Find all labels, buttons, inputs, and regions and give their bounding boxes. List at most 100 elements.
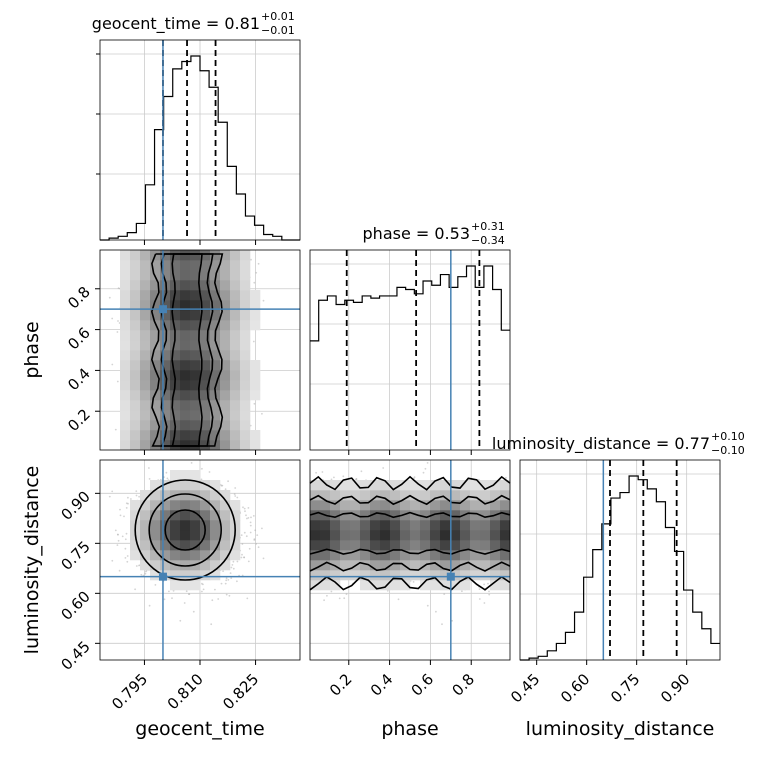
hist-panel-geocent_time — [96, 39, 301, 241]
sample-point — [256, 534, 259, 536]
density-cell — [130, 440, 141, 451]
sample-point — [126, 555, 129, 557]
density-cell — [120, 440, 131, 451]
density-cell — [250, 320, 261, 331]
density-cell — [230, 410, 241, 421]
density-cell — [140, 400, 151, 411]
title-main: luminosity_distance = 0.77 — [492, 434, 710, 454]
sample-point — [253, 281, 256, 284]
sample-point — [249, 521, 252, 524]
sample-point — [255, 271, 258, 274]
density-cell — [130, 350, 141, 361]
density-cell — [140, 320, 151, 331]
density-cell — [120, 330, 131, 341]
density-cell — [240, 390, 251, 401]
density-cell — [130, 340, 141, 351]
title-plus: +0.01 — [261, 10, 295, 23]
density-cell — [140, 330, 151, 341]
density-cell — [180, 410, 191, 421]
sample-point — [185, 590, 188, 593]
density-cell — [140, 440, 151, 451]
density-cell — [180, 340, 191, 351]
sample-point — [254, 529, 257, 532]
sample-point — [243, 556, 246, 559]
sample-point — [148, 478, 151, 480]
density-cell — [130, 410, 141, 421]
density-cell — [220, 380, 231, 391]
density-cell — [120, 270, 131, 281]
truth-marker — [158, 305, 167, 314]
scatter-panel-geocent_time-luminosity_distance — [99, 459, 301, 661]
sample-point — [252, 515, 255, 517]
density-cell — [220, 430, 231, 441]
title-main: geocent_time = 0.81 — [92, 14, 260, 34]
density-cell — [140, 430, 151, 441]
density-cell — [120, 280, 131, 291]
sample-point — [166, 477, 169, 480]
sample-point — [127, 496, 129, 499]
density-cell — [230, 360, 241, 371]
density-cell — [250, 390, 261, 401]
sample-point — [179, 619, 182, 622]
sample-point — [236, 580, 238, 583]
density-cell — [140, 420, 151, 431]
sample-point — [111, 490, 114, 493]
density-cell — [130, 380, 141, 391]
sample-point — [234, 495, 237, 497]
sample-point — [165, 471, 168, 474]
sample-point — [210, 623, 213, 626]
density-cell — [240, 430, 251, 441]
sample-point — [261, 412, 263, 415]
density-cell — [120, 320, 131, 331]
density-cell — [230, 420, 241, 431]
density-cell — [130, 360, 141, 371]
sample-point — [111, 363, 114, 366]
density-cell — [190, 370, 201, 381]
histogram-step-line — [100, 55, 300, 241]
density-cell — [130, 390, 141, 401]
density-cell — [170, 360, 181, 371]
density-cell — [140, 360, 151, 371]
sample-point — [246, 597, 249, 600]
sample-point — [183, 602, 186, 604]
sample-point — [250, 258, 252, 261]
sample-point — [145, 570, 147, 573]
density-cell — [120, 310, 131, 321]
sample-point — [236, 560, 239, 563]
sample-point — [241, 543, 244, 545]
density-cell — [170, 270, 181, 281]
density-cell — [120, 380, 131, 391]
density-cell — [130, 290, 141, 301]
density-cell — [140, 340, 151, 351]
title-minus: −0.34 — [471, 234, 505, 247]
density-cell — [240, 410, 251, 421]
density-cell — [180, 330, 191, 341]
density-cell — [220, 400, 231, 411]
density-cell — [140, 390, 151, 401]
density-cell — [140, 410, 151, 421]
sample-point — [119, 514, 122, 517]
density-cell — [240, 420, 251, 431]
density-cell — [240, 250, 251, 261]
sample-point — [211, 599, 214, 602]
sample-point — [244, 510, 246, 513]
sample-point — [201, 467, 203, 470]
density-cell — [180, 430, 191, 441]
sample-point — [124, 538, 127, 541]
sample-point — [140, 573, 143, 576]
title-minus: −0.01 — [261, 24, 295, 37]
density-cell — [230, 440, 241, 451]
sample-point — [124, 547, 127, 550]
density-cell — [250, 430, 261, 441]
density-cell — [180, 250, 191, 261]
sample-point — [114, 529, 117, 532]
density-cell — [230, 380, 241, 391]
title-plus: +0.31 — [471, 220, 505, 233]
sample-point — [217, 598, 220, 600]
density-cell — [220, 270, 231, 281]
density-cell — [180, 260, 191, 271]
density-cell — [190, 250, 201, 261]
density-cell — [240, 380, 251, 391]
density-cell — [190, 260, 201, 271]
